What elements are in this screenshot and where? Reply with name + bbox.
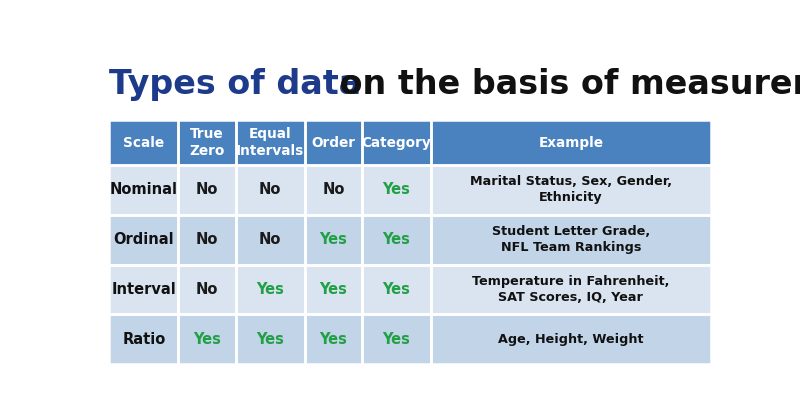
Text: Example: Example xyxy=(538,136,603,150)
Bar xyxy=(305,165,362,215)
Text: Yes: Yes xyxy=(382,182,410,197)
Bar xyxy=(110,165,178,215)
Bar xyxy=(362,120,431,165)
Bar xyxy=(362,314,431,364)
Bar xyxy=(305,314,362,364)
Bar xyxy=(110,314,178,364)
Bar xyxy=(431,265,710,314)
Bar xyxy=(178,265,235,314)
Text: No: No xyxy=(196,232,218,247)
Text: Order: Order xyxy=(311,136,355,150)
Text: Ratio: Ratio xyxy=(122,332,166,347)
Bar xyxy=(235,215,305,265)
Text: Equal
Intervals: Equal Intervals xyxy=(236,127,304,158)
Text: Marital Status, Sex, Gender,
Ethnicity: Marital Status, Sex, Gender, Ethnicity xyxy=(470,176,672,205)
Text: Yes: Yes xyxy=(319,332,347,347)
Text: No: No xyxy=(259,182,282,197)
Bar xyxy=(362,265,431,314)
Text: Yes: Yes xyxy=(382,282,410,297)
Text: Temperature in Fahrenheit,
SAT Scores, IQ, Year: Temperature in Fahrenheit, SAT Scores, I… xyxy=(472,275,670,304)
Text: Yes: Yes xyxy=(382,332,410,347)
Bar xyxy=(362,215,431,265)
Text: on the basis of measurement: on the basis of measurement xyxy=(328,68,800,101)
Text: Age, Height, Weight: Age, Height, Weight xyxy=(498,333,644,346)
Bar xyxy=(235,265,305,314)
Text: Yes: Yes xyxy=(319,282,347,297)
Bar xyxy=(431,215,710,265)
Bar xyxy=(362,165,431,215)
Bar xyxy=(178,120,235,165)
Bar xyxy=(431,165,710,215)
Bar xyxy=(235,314,305,364)
Text: No: No xyxy=(196,282,218,297)
Text: Interval: Interval xyxy=(111,282,176,297)
Text: Ordinal: Ordinal xyxy=(114,232,174,247)
Bar xyxy=(178,165,235,215)
Text: Yes: Yes xyxy=(193,332,221,347)
Text: Student Letter Grade,
NFL Team Rankings: Student Letter Grade, NFL Team Rankings xyxy=(492,225,650,254)
Text: Yes: Yes xyxy=(382,232,410,247)
Bar xyxy=(305,215,362,265)
Text: True
Zero: True Zero xyxy=(190,127,225,158)
Bar xyxy=(305,120,362,165)
Bar xyxy=(431,314,710,364)
Bar xyxy=(110,120,178,165)
Bar xyxy=(110,215,178,265)
Text: Yes: Yes xyxy=(319,232,347,247)
Text: Yes: Yes xyxy=(256,332,284,347)
Bar xyxy=(431,120,710,165)
Text: No: No xyxy=(322,182,345,197)
Text: Scale: Scale xyxy=(123,136,165,150)
Text: Category: Category xyxy=(362,136,431,150)
Text: Yes: Yes xyxy=(256,282,284,297)
Bar xyxy=(235,165,305,215)
Bar xyxy=(235,120,305,165)
Text: Types of data: Types of data xyxy=(110,68,362,101)
Bar xyxy=(110,265,178,314)
Text: Nominal: Nominal xyxy=(110,182,178,197)
Bar xyxy=(305,265,362,314)
Text: No: No xyxy=(259,232,282,247)
Bar xyxy=(178,314,235,364)
Bar xyxy=(178,215,235,265)
Text: No: No xyxy=(196,182,218,197)
